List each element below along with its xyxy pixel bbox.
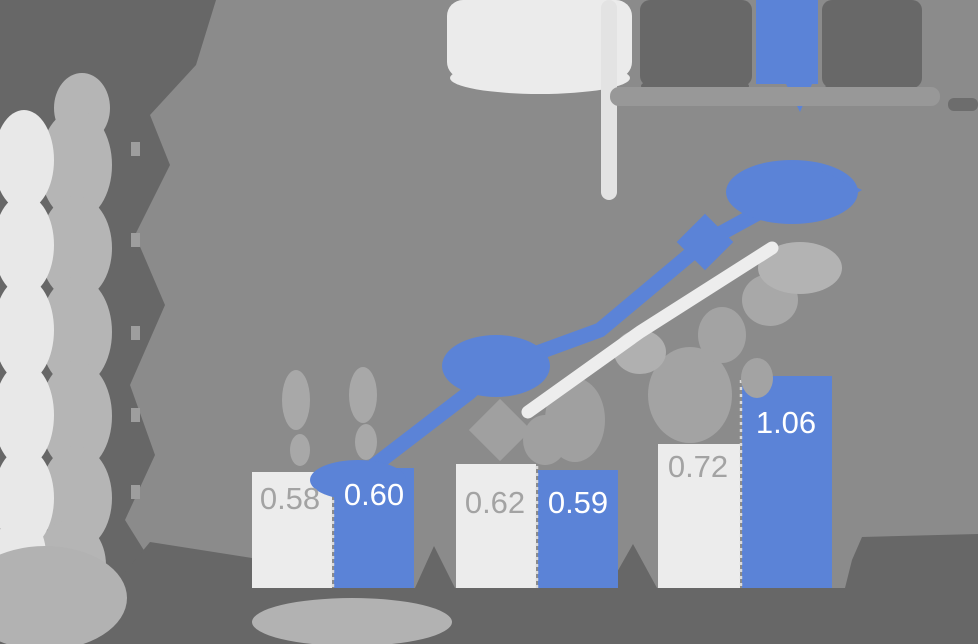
legend-subcaption-blob — [610, 87, 940, 106]
gray-marker-blobs — [282, 242, 842, 466]
bar-value-label: 1.06 — [755, 405, 817, 440]
bar-light-group2 — [456, 464, 536, 588]
blue-marker-blobs — [310, 160, 862, 500]
x-axis-label-blob — [252, 598, 452, 644]
bar-value-label: 0.59 — [547, 485, 609, 520]
bar-value-label: 0.72 — [667, 449, 729, 484]
legend-caption-blob-2 — [822, 0, 922, 88]
bar-blue-group2 — [538, 470, 618, 588]
legend-swatch-blue — [756, 0, 818, 84]
dark-left-wedge — [112, 542, 252, 588]
bar-value-label: 0.58 — [259, 481, 321, 516]
legend-light-tail — [601, 0, 617, 200]
legend-swatch-light — [447, 0, 632, 78]
bar-value-label: 0.62 — [464, 485, 526, 520]
dark-bottom-strip — [0, 534, 978, 644]
bar-light-group3 — [658, 444, 740, 588]
y-axis-label-blobs — [0, 73, 127, 644]
legend-caption-blob-1 — [640, 0, 752, 86]
bar-value-label: 0.60 — [343, 477, 405, 512]
legend — [447, 0, 978, 200]
y-axis-ticks — [131, 142, 140, 499]
trend-line-light — [521, 241, 779, 419]
bar-pair-separators — [331, 380, 743, 588]
bar-blue-group3 — [742, 376, 832, 588]
